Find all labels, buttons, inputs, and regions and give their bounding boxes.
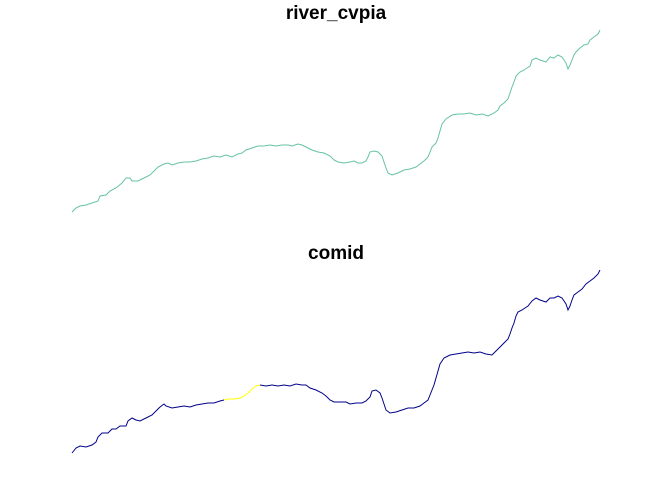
- panel-title-comid: comid: [308, 243, 364, 264]
- map-canvas-comid: [71, 269, 601, 454]
- map-panel-comid: comid: [0, 240, 672, 480]
- comid-segment-dark-east: [259, 269, 601, 414]
- comid-segment-yellow: [223, 384, 261, 401]
- map-panel-river-cvpia: river_cvpia: [71, 3, 601, 213]
- river-line: [71, 29, 601, 213]
- panel-title-river-cvpia: river_cvpia: [285, 3, 387, 24]
- map-canvas-river-cvpia: [71, 29, 601, 213]
- comid-segment-dark-west: [71, 399, 225, 454]
